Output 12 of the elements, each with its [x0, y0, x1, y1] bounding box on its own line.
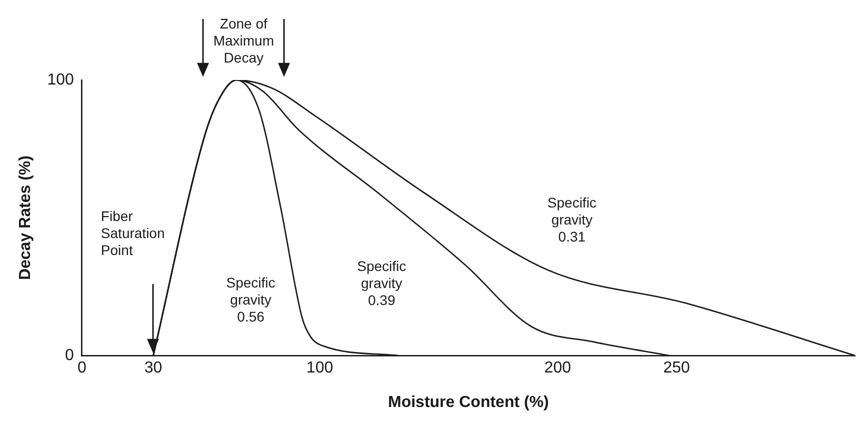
x-tick-label: 30 — [144, 360, 162, 377]
x-tick-label: 100 — [306, 360, 334, 377]
x-tick-label: 250 — [663, 360, 690, 377]
x-tick-label: 0 — [77, 360, 86, 377]
annotation: Specific gravity 0.39 — [357, 258, 406, 308]
annotation: Specific gravity 0.31 — [547, 194, 596, 244]
annotation: Specific gravity 0.56 — [226, 274, 276, 324]
y-axis-title: Decay Rates (%) — [17, 156, 34, 280]
x-axis-title: Moisture Content (%) — [388, 394, 549, 411]
text: Zone of Maximum Decay — [213, 15, 274, 66]
annotation: Fiber Saturation Point — [100, 208, 165, 258]
x-tick-label: 200 — [544, 360, 572, 377]
